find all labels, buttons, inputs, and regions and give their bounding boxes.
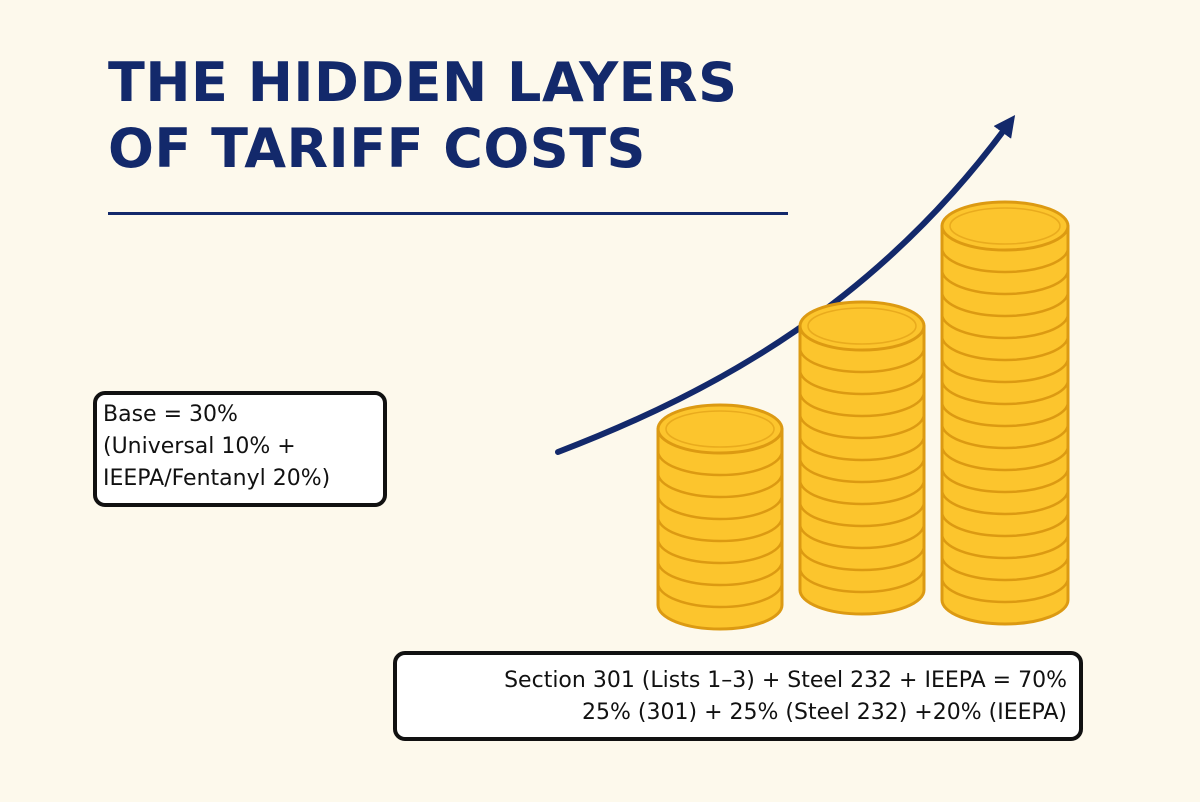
- coin-edge: [656, 538, 784, 565]
- coin-stack-body: [798, 324, 926, 616]
- coin-edge: [940, 555, 1070, 582]
- coin-edge: [798, 347, 926, 374]
- coin-top-rim: [949, 207, 1061, 245]
- coin-edge: [656, 560, 784, 587]
- base-label-line-1: Base = 30%: [103, 402, 238, 427]
- coin-edge: [940, 511, 1070, 538]
- coin-edge: [656, 516, 784, 543]
- layers-label-line-1: Section 301 (Lists 1–3) + Steel 232 + IE…: [504, 668, 1067, 693]
- coin-edge: [798, 413, 926, 440]
- coin-top-icon: [656, 403, 784, 455]
- coin-edge: [940, 423, 1070, 450]
- coin-edge: [656, 472, 784, 499]
- coin-edge: [940, 379, 1070, 406]
- coin-stack-short: [656, 403, 784, 631]
- coin-edge: [940, 467, 1070, 494]
- coin-edge: [940, 401, 1070, 428]
- stacked-tariff-label: Section 301 (Lists 1–3) + Steel 232 + IE…: [393, 651, 1083, 741]
- base-label-line-3: IEEPA/Fentanyl 20%): [103, 466, 331, 491]
- coin-stacks: [656, 200, 1070, 631]
- coin-edge: [798, 545, 926, 572]
- coin-edge: [940, 269, 1070, 296]
- coin-edge: [940, 489, 1070, 516]
- title-underline: [108, 212, 788, 215]
- coin-edge: [940, 577, 1070, 604]
- coin-edge: [798, 369, 926, 396]
- title-line-2: OF TARIFF COSTS: [108, 117, 646, 180]
- coin-edge: [656, 450, 784, 477]
- page-title: THE HIDDEN LAYERS OF TARIFF COSTS: [108, 50, 738, 182]
- trend-arrow-icon: [555, 115, 1016, 455]
- coin-edge: [940, 313, 1070, 340]
- coin-edge: [656, 582, 784, 609]
- coin-stack-tall: [940, 200, 1070, 626]
- coin-edge: [940, 247, 1070, 274]
- coin-edge: [798, 567, 926, 594]
- coin-edge: [798, 523, 926, 550]
- coin-edge: [798, 391, 926, 418]
- coin-stack-medium: [798, 300, 926, 616]
- coin-top-icon: [798, 300, 926, 352]
- coin-edge: [940, 291, 1070, 318]
- coin-edge: [940, 335, 1070, 362]
- coin-top-icon: [940, 200, 1070, 252]
- coin-edge: [940, 357, 1070, 384]
- title-line-1: THE HIDDEN LAYERS: [108, 51, 738, 114]
- coin-top-rim: [807, 307, 917, 345]
- coin-edge: [798, 479, 926, 506]
- base-label-line-2: (Universal 10% +: [103, 434, 296, 459]
- coin-edge: [798, 435, 926, 462]
- coin-edge: [656, 494, 784, 521]
- base-tariff-label: Base = 30% (Universal 10% + IEEPA/Fentan…: [93, 391, 387, 507]
- coin-stack-body: [656, 427, 784, 631]
- coin-top-rim: [665, 410, 775, 448]
- coin-edge: [798, 457, 926, 484]
- coin-edge: [798, 501, 926, 528]
- coin-edge: [940, 445, 1070, 472]
- layers-label-line-2: 25% (301) + 25% (Steel 232) +20% (IEEPA): [582, 700, 1067, 725]
- coin-edge: [940, 533, 1070, 560]
